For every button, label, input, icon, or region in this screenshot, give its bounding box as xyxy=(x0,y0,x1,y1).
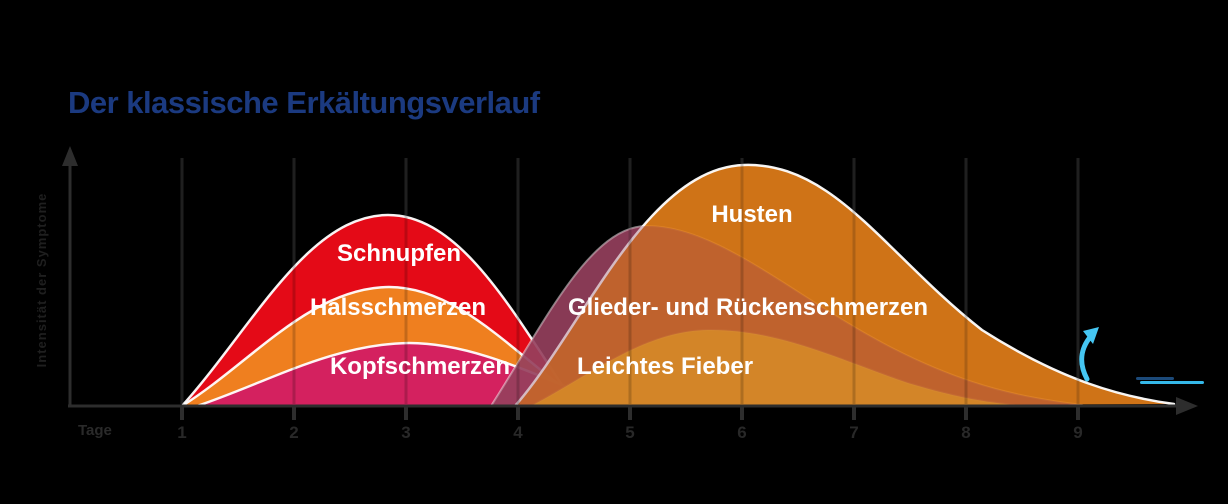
curve-label-husten: Husten xyxy=(711,201,792,228)
curve-areas xyxy=(180,163,1176,408)
annotations xyxy=(1079,327,1204,384)
recovery-arrowhead-icon xyxy=(1083,327,1099,344)
x-tick-label: 4 xyxy=(513,423,523,442)
x-axis-tick-labels: 1 2 3 4 5 6 7 8 9 xyxy=(177,423,1082,442)
curve-label-fieber: Leichtes Fieber xyxy=(577,353,753,380)
blue-streak-decoration xyxy=(1140,381,1204,384)
x-tick-label: 6 xyxy=(737,423,746,442)
chart-title: Der klassische Erkältungsverlauf xyxy=(68,85,541,120)
gridlines-overlay xyxy=(180,158,1080,404)
curve-schnupfen-outline xyxy=(180,213,578,408)
blue-streak-dark-decoration xyxy=(1136,377,1174,380)
curve-label-halsschmerzen: Halsschmerzen xyxy=(310,294,486,321)
x-tick-label: 7 xyxy=(849,423,858,442)
curve-label-kopfschmerzen: Kopfschmerzen xyxy=(330,353,510,380)
x-tick-label: 3 xyxy=(401,423,410,442)
x-tick-label: 1 xyxy=(177,423,186,442)
x-tick-label: 2 xyxy=(289,423,298,442)
recovery-arrow-icon xyxy=(1079,333,1094,382)
curve-labels: Schnupfen Halsschmerzen Kopfschmerzen Gl… xyxy=(310,201,928,380)
x-axis-arrow-icon xyxy=(1176,397,1198,415)
x-tick-label: 8 xyxy=(961,423,970,442)
x-tick-label: 9 xyxy=(1073,423,1082,442)
x-axis-ticks xyxy=(180,406,1080,420)
y-axis-label: Intensität der Symptome xyxy=(34,193,49,368)
curve-husten-outline xyxy=(513,163,1176,408)
curve-label-gliederschmerzen: Glieder- und Rückenschmerzen xyxy=(568,294,928,321)
y-axis-arrow-icon xyxy=(62,146,78,166)
axes: 1 2 3 4 5 6 7 8 9 Tage Intensität der Sy… xyxy=(34,146,1198,442)
x-axis-label: Tage xyxy=(78,422,112,439)
curve-gliederschmerzen-overlay xyxy=(491,225,1082,406)
curve-fieber-overlay xyxy=(531,329,1014,406)
curve-label-schnupfen: Schnupfen xyxy=(337,240,461,267)
curve-husten xyxy=(515,164,1174,406)
x-tick-label: 5 xyxy=(625,423,634,442)
